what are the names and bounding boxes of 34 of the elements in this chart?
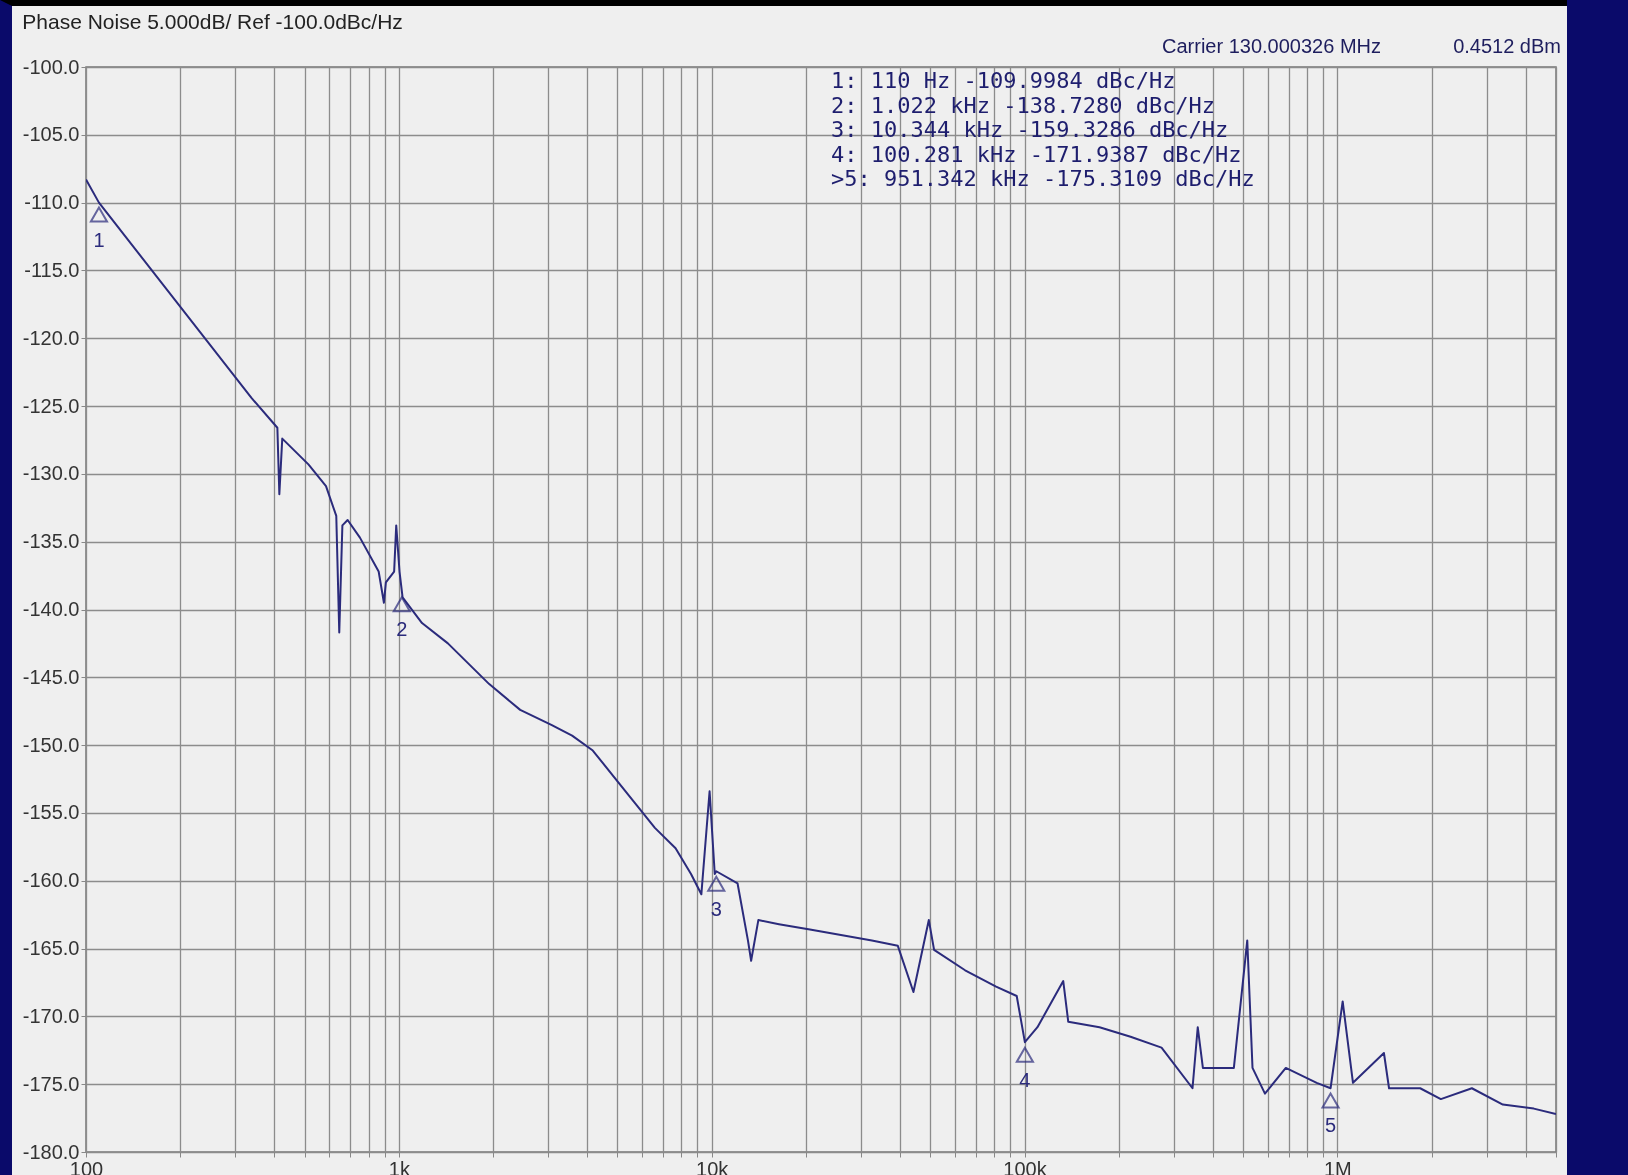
y-tick-label: -155.0 bbox=[22, 801, 80, 824]
annotation: 3: 10.344 kHz -159.3286 dBc/Hz bbox=[831, 117, 1229, 142]
x-tick-label: 100k bbox=[1003, 1157, 1048, 1175]
annotation: 3 bbox=[710, 897, 722, 920]
text: 0.4512 dBm bbox=[1453, 35, 1561, 57]
x-tick-label: 10k bbox=[696, 1157, 730, 1175]
y-tick-label: -165.0 bbox=[22, 937, 80, 960]
annotation: 4 bbox=[1019, 1068, 1031, 1091]
annotation: 2: 1.022 kHz -138.7280 dBc/Hz bbox=[831, 92, 1216, 118]
text: Carrier 130.000326 MHz bbox=[1162, 35, 1381, 57]
y-tick-label: -115.0 bbox=[24, 258, 80, 281]
y-tick-label: -175.0 bbox=[22, 1072, 80, 1095]
y-tick-label: -120.0 bbox=[22, 326, 80, 349]
y-tick-label: -150.0 bbox=[22, 733, 80, 756]
y-tick-label: -140.0 bbox=[22, 598, 80, 620]
y-tick-label: -125.0 bbox=[22, 394, 80, 417]
y-tick-label: -130.0 bbox=[22, 462, 80, 485]
annotation: 5 bbox=[1325, 1114, 1337, 1137]
y-tick-label: -145.0 bbox=[22, 665, 80, 688]
y-tick-label: -110.0 bbox=[24, 191, 80, 214]
y-tick-label: -100.0 bbox=[22, 55, 80, 78]
y-tick-label: -105.0 bbox=[22, 123, 80, 146]
annotation: 1 bbox=[93, 228, 105, 251]
y-tick-label: -160.0 bbox=[22, 869, 80, 892]
y-tick-label: -135.0 bbox=[22, 530, 80, 553]
x-tick-label: 1k bbox=[388, 1157, 411, 1175]
x-tick-label: 1M bbox=[1323, 1157, 1352, 1175]
annotation: 1: 110 Hz -109.9984 dBc/Hz bbox=[831, 68, 1176, 93]
annotation: >5: 951.342 kHz -175.3109 dBc/Hz bbox=[831, 166, 1255, 191]
annotation: 4: 100.281 kHz -171.9387 dBc/Hz bbox=[831, 141, 1242, 167]
y-tick-label: -180.0 bbox=[22, 1140, 80, 1163]
annotation: 2 bbox=[396, 618, 408, 641]
y-tick-label: -170.0 bbox=[22, 1004, 80, 1027]
chart-title: Phase Noise 5.000dB/ Ref -100.0dBc/Hz bbox=[22, 10, 403, 33]
